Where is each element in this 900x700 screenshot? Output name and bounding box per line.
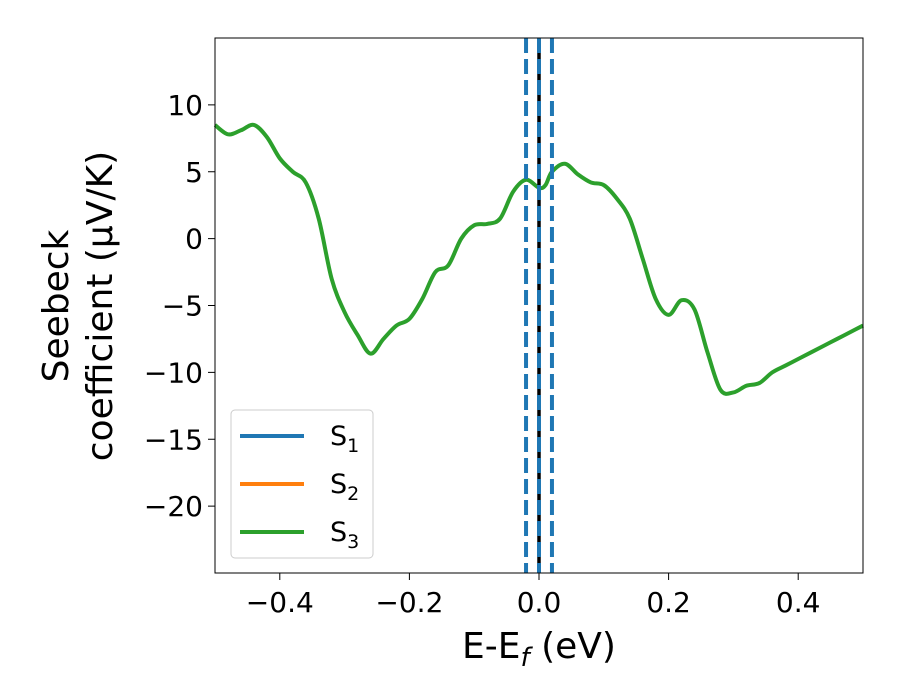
y-ticks: 10 5 0 −5 −10 −15 −20 xyxy=(144,89,215,523)
x-axis-label-tail: (eV) xyxy=(530,626,616,667)
x-axis-label: E-Ef (eV) xyxy=(462,626,616,673)
series-layer xyxy=(213,122,864,396)
legend-label-2: S2 xyxy=(330,469,359,505)
y-tick-label: −15 xyxy=(144,423,203,456)
x-tick-label: 0.0 xyxy=(517,586,562,619)
x-tick-label: −0.2 xyxy=(375,586,443,619)
y-tick-label: 5 xyxy=(185,156,203,189)
legend-label-name: S xyxy=(330,421,347,452)
x-axis-label-main: E-E xyxy=(462,626,520,667)
y-axis-label-line2: coefficient (μV/K) xyxy=(80,151,121,461)
legend-label-name: S xyxy=(330,469,347,500)
x-tick-label: −0.4 xyxy=(246,586,314,619)
y-axis-label-line1: Seebeck xyxy=(36,229,77,382)
y-tick-label: −10 xyxy=(144,356,203,389)
legend-label-sub: 2 xyxy=(347,483,359,505)
legend-label-1: S1 xyxy=(330,421,359,457)
legend-label-sub: 1 xyxy=(347,435,359,457)
vline-layer xyxy=(524,38,554,573)
x-ticks: −0.4 −0.2 0.0 0.2 0.4 xyxy=(246,573,821,619)
y-tick-label: 10 xyxy=(167,89,203,122)
y-tick-label: −20 xyxy=(144,490,203,523)
y-tick-label: 0 xyxy=(185,223,203,256)
series-line-3 xyxy=(213,122,864,396)
legend-label-sub: 3 xyxy=(347,531,359,553)
x-tick-label: 0.2 xyxy=(646,586,691,619)
x-tick-label: 0.4 xyxy=(776,586,821,619)
y-tick-label: −5 xyxy=(162,290,203,323)
legend-label-3: S3 xyxy=(330,517,359,553)
legend-label-name: S xyxy=(330,517,347,548)
